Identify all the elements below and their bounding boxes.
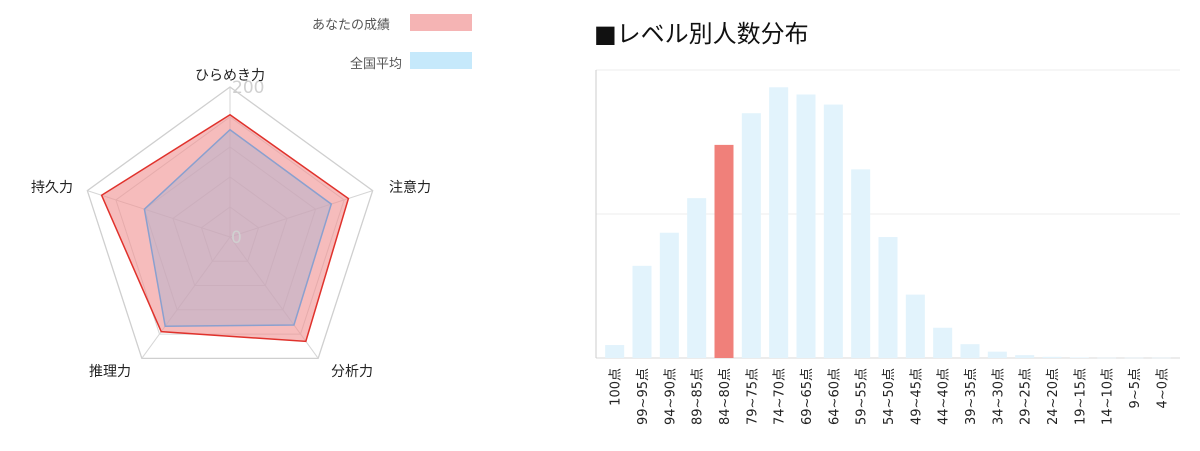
- bar: [933, 327, 953, 358]
- bar-category-label: 89~85点: [691, 368, 706, 425]
- radar-grid-ring: [86, 86, 374, 360]
- radar-axis-label: 持久力: [31, 180, 73, 196]
- bar-category-label: 29~25点: [1019, 368, 1034, 425]
- bar-category-label: 100点: [609, 368, 624, 406]
- bar-category-label: 54~50点: [882, 368, 897, 425]
- bar: [1042, 356, 1062, 358]
- bar: [1151, 357, 1171, 359]
- bar: [741, 113, 761, 358]
- legend-you-swatch: [410, 14, 472, 31]
- radar-series-average: [143, 128, 333, 327]
- bar: [605, 345, 625, 358]
- bar: [1069, 357, 1089, 358]
- bar: [659, 232, 679, 358]
- bar-category-label: 59~55点: [855, 368, 870, 425]
- bar: [1124, 357, 1144, 359]
- bar-category-label: 19~15点: [1073, 368, 1088, 425]
- bar-category-label: 74~70点: [773, 368, 788, 425]
- radar-axis-label: 推理力: [89, 364, 131, 380]
- legend-avg-swatch: [410, 52, 472, 69]
- bar-category-label: 14~10点: [1101, 368, 1116, 425]
- bar-category-label: 79~75点: [745, 368, 760, 425]
- bar-category-label: 9~5点: [1128, 368, 1143, 408]
- radar-axis-label: 分析力: [331, 364, 373, 380]
- bar-category-label: 49~45点: [909, 368, 924, 425]
- bar: [1097, 357, 1117, 359]
- legend-avg-label: 全国平均: [349, 57, 402, 72]
- radar-chart-panel: 200 0 ひらめき力注意力分析力 推理力 持久力 あなたの成績 全国平均: [0, 0, 560, 447]
- bar-category-label: 64~60点: [827, 368, 842, 425]
- bar: [987, 351, 1007, 358]
- radar-axis-label: 注意力: [389, 179, 431, 196]
- bar-category-label: 34~30点: [991, 368, 1006, 425]
- legend-you-label: あなたの成績: [311, 18, 390, 33]
- bar: [796, 94, 816, 358]
- bar: [769, 87, 789, 358]
- bar: [823, 104, 843, 358]
- bar: [851, 169, 871, 358]
- radar-tick-label: 0: [231, 228, 242, 248]
- radar-tick-label: 200: [232, 78, 264, 98]
- bar-chart: 100点 99~95点 94~90点 89~85点 84~80点 79~75点 74~70点…: [595, 69, 1180, 425]
- bar-category-label: 84~80点: [718, 368, 733, 425]
- bar-chart-title: ■レベル別人数分布: [594, 20, 809, 48]
- bar-chart-panel: ■レベル別人数分布 100点 99~95点 94~90点 89~85点 84~80点 79…: [560, 0, 1200, 447]
- bar-category-label: 4~0点: [1155, 368, 1170, 408]
- bar: [905, 294, 925, 358]
- bar-category-label: 94~90点: [663, 368, 678, 425]
- radar-axis-label: ひらめき力: [195, 68, 265, 84]
- bar-category-label: 39~35点: [964, 368, 979, 425]
- bar-category-label: 69~65点: [800, 368, 815, 425]
- bar-highlighted: [714, 144, 734, 358]
- bar: [632, 265, 652, 358]
- bar-category-label: 44~40点: [937, 368, 952, 425]
- bar: [878, 237, 898, 358]
- bar: [1015, 355, 1035, 358]
- bar-category-label: 24~20点: [1046, 368, 1061, 425]
- bar: [687, 198, 707, 358]
- bar: [960, 344, 980, 358]
- bar-category-label: 99~95点: [636, 368, 651, 425]
